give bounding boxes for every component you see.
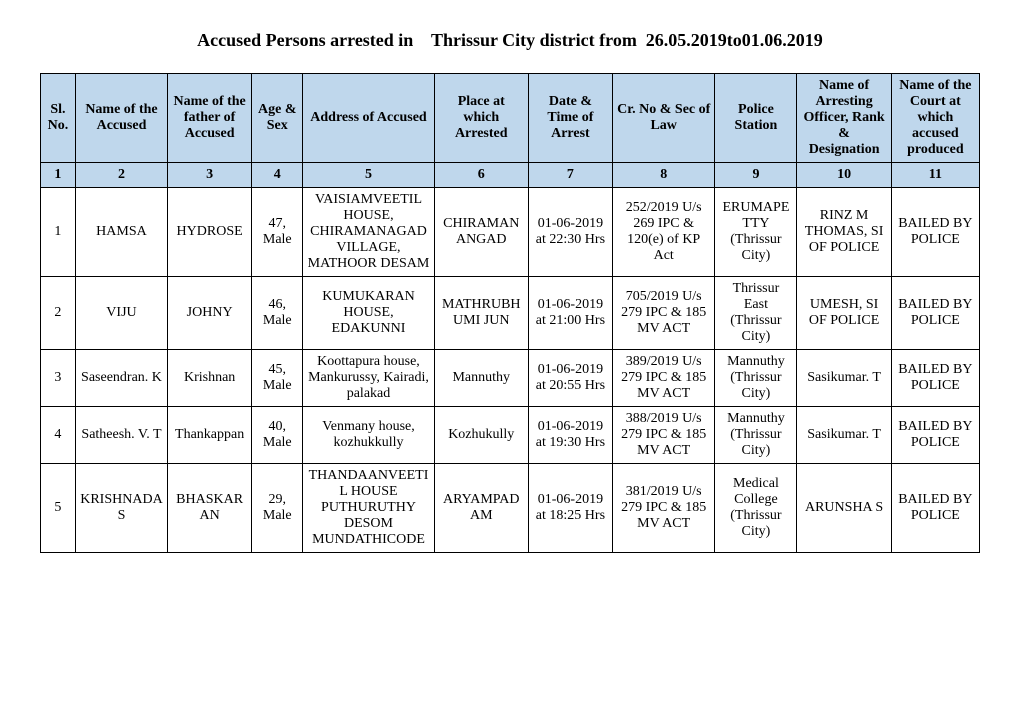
cell-address: THANDAANVEETIL HOUSE PUTHURUTHY DESOM MU…	[303, 464, 434, 553]
header-row: Sl. No. Name of the Accused Name of the …	[41, 74, 980, 163]
cell-crno: 252/2019 U/s 269 IPC & 120(e) of KP Act	[612, 188, 715, 277]
cell-station: Mannuthy (Thrissur City)	[715, 407, 797, 464]
col-header: Address of Accused	[303, 74, 434, 163]
num-cell: 8	[612, 163, 715, 188]
cell-datetime: 01-06-2019 at 22:30 Hrs	[528, 188, 612, 277]
cell-officer: Sasikumar. T	[797, 350, 891, 407]
arrest-table: Sl. No. Name of the Accused Name of the …	[40, 73, 980, 553]
cell-address: KUMUKARAN HOUSE, EDAKUNNI	[303, 277, 434, 350]
cell-datetime: 01-06-2019 at 19:30 Hrs	[528, 407, 612, 464]
num-cell: 9	[715, 163, 797, 188]
cell-age_sex: 46, Male	[252, 277, 303, 350]
cell-crno: 381/2019 U/s 279 IPC & 185 MV ACT	[612, 464, 715, 553]
col-header: Name of Arresting Officer, Rank & Design…	[797, 74, 891, 163]
cell-father: HYDROSE	[168, 188, 252, 277]
col-header: Police Station	[715, 74, 797, 163]
cell-place: CHIRAMAN ANGAD	[434, 188, 528, 277]
cell-accused: VIJU	[75, 277, 167, 350]
table-row: 2VIJUJOHNY46, MaleKUMUKARAN HOUSE, EDAKU…	[41, 277, 980, 350]
cell-sl: 2	[41, 277, 76, 350]
cell-father: JOHNY	[168, 277, 252, 350]
cell-accused: Saseendran. K	[75, 350, 167, 407]
page-title: Accused Persons arrested in Thrissur Cit…	[40, 30, 980, 51]
cell-age_sex: 45, Male	[252, 350, 303, 407]
cell-sl: 1	[41, 188, 76, 277]
col-header: Name of the Court at which accused produ…	[891, 74, 979, 163]
cell-address: VAISIAMVEETIL HOUSE, CHIRAMANAGAD VILLAG…	[303, 188, 434, 277]
table-row: 1HAMSAHYDROSE47, MaleVAISIAMVEETIL HOUSE…	[41, 188, 980, 277]
cell-officer: UMESH, SI OF POLICE	[797, 277, 891, 350]
cell-crno: 389/2019 U/s 279 IPC & 185 MV ACT	[612, 350, 715, 407]
cell-datetime: 01-06-2019 at 21:00 Hrs	[528, 277, 612, 350]
cell-court: BAILED BY POLICE	[891, 188, 979, 277]
cell-place: Kozhukully	[434, 407, 528, 464]
cell-place: ARYAMPADAM	[434, 464, 528, 553]
col-header: Sl. No.	[41, 74, 76, 163]
table-row: 3Saseendran. KKrishnan45, MaleKoottapura…	[41, 350, 980, 407]
num-cell: 4	[252, 163, 303, 188]
number-row: 1 2 3 4 5 6 7 8 9 10 11	[41, 163, 980, 188]
cell-station: Medical College (Thrissur City)	[715, 464, 797, 553]
col-header: Date & Time of Arrest	[528, 74, 612, 163]
cell-station: Mannuthy (Thrissur City)	[715, 350, 797, 407]
cell-father: Krishnan	[168, 350, 252, 407]
cell-age_sex: 29, Male	[252, 464, 303, 553]
cell-age_sex: 40, Male	[252, 407, 303, 464]
cell-accused: Satheesh. V. T	[75, 407, 167, 464]
cell-court: BAILED BY POLICE	[891, 277, 979, 350]
num-cell: 11	[891, 163, 979, 188]
cell-age_sex: 47, Male	[252, 188, 303, 277]
cell-station: ERUMAPETTY (Thrissur City)	[715, 188, 797, 277]
num-cell: 1	[41, 163, 76, 188]
table-row: 5KRISHNADASBHASKARAN29, MaleTHANDAANVEET…	[41, 464, 980, 553]
table-body: 1 2 3 4 5 6 7 8 9 10 11 1HAMSAHYDROSE47,…	[41, 163, 980, 553]
cell-crno: 705/2019 U/s 279 IPC & 185 MV ACT	[612, 277, 715, 350]
cell-court: BAILED BY POLICE	[891, 350, 979, 407]
cell-station: Thrissur East (Thrissur City)	[715, 277, 797, 350]
num-cell: 2	[75, 163, 167, 188]
cell-father: BHASKARAN	[168, 464, 252, 553]
cell-address: Venmany house, kozhukkully	[303, 407, 434, 464]
cell-place: Mannuthy	[434, 350, 528, 407]
col-header: Name of the Accused	[75, 74, 167, 163]
num-cell: 6	[434, 163, 528, 188]
cell-father: Thankappan	[168, 407, 252, 464]
cell-court: BAILED BY POLICE	[891, 407, 979, 464]
cell-officer: RINZ M THOMAS, SI OF POLICE	[797, 188, 891, 277]
cell-place: MATHRUBHUMI JUN	[434, 277, 528, 350]
cell-court: BAILED BY POLICE	[891, 464, 979, 553]
col-header: Cr. No & Sec of Law	[612, 74, 715, 163]
cell-datetime: 01-06-2019 at 20:55 Hrs	[528, 350, 612, 407]
col-header: Name of the father of Accused	[168, 74, 252, 163]
table-row: 4Satheesh. V. TThankappan40, MaleVenmany…	[41, 407, 980, 464]
cell-sl: 3	[41, 350, 76, 407]
cell-accused: HAMSA	[75, 188, 167, 277]
num-cell: 7	[528, 163, 612, 188]
cell-address: Koottapura house, Mankurussy, Kairadi, p…	[303, 350, 434, 407]
col-header: Place at which Arrested	[434, 74, 528, 163]
col-header: Age & Sex	[252, 74, 303, 163]
num-cell: 3	[168, 163, 252, 188]
cell-sl: 5	[41, 464, 76, 553]
num-cell: 5	[303, 163, 434, 188]
cell-officer: ARUNSHA S	[797, 464, 891, 553]
cell-crno: 388/2019 U/s 279 IPC & 185 MV ACT	[612, 407, 715, 464]
cell-officer: Sasikumar. T	[797, 407, 891, 464]
cell-accused: KRISHNADAS	[75, 464, 167, 553]
cell-datetime: 01-06-2019 at 18:25 Hrs	[528, 464, 612, 553]
cell-sl: 4	[41, 407, 76, 464]
num-cell: 10	[797, 163, 891, 188]
